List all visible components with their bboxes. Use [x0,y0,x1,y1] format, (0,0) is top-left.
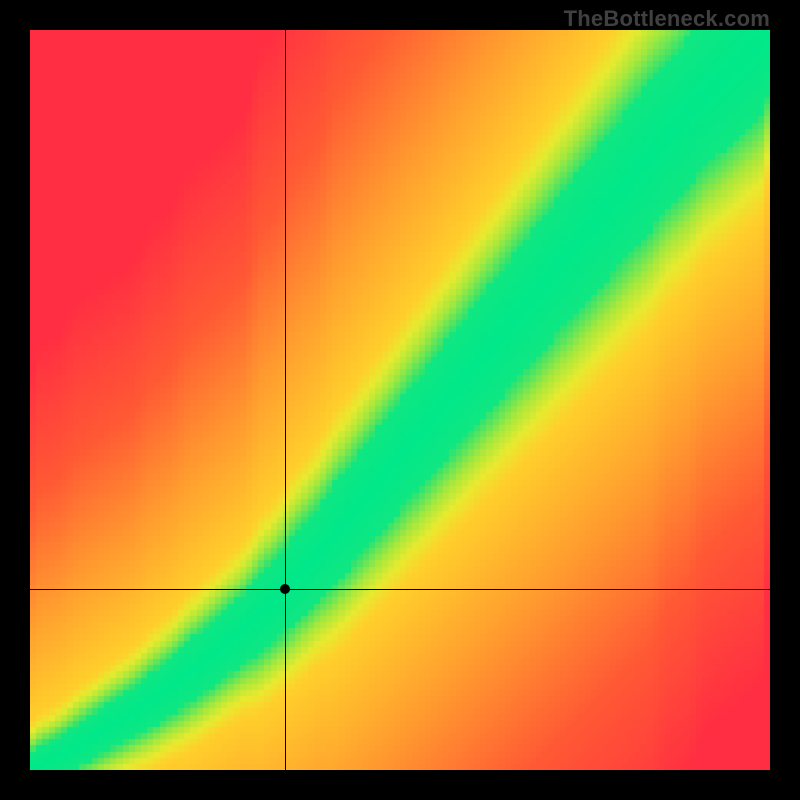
watermark-text: TheBottleneck.com [564,6,770,32]
root-container: TheBottleneck.com [0,0,800,800]
marker-dot [280,584,290,594]
plot-area [30,30,770,770]
crosshair-vertical [285,30,286,770]
crosshair-horizontal [30,589,770,590]
heatmap-canvas [30,30,770,770]
